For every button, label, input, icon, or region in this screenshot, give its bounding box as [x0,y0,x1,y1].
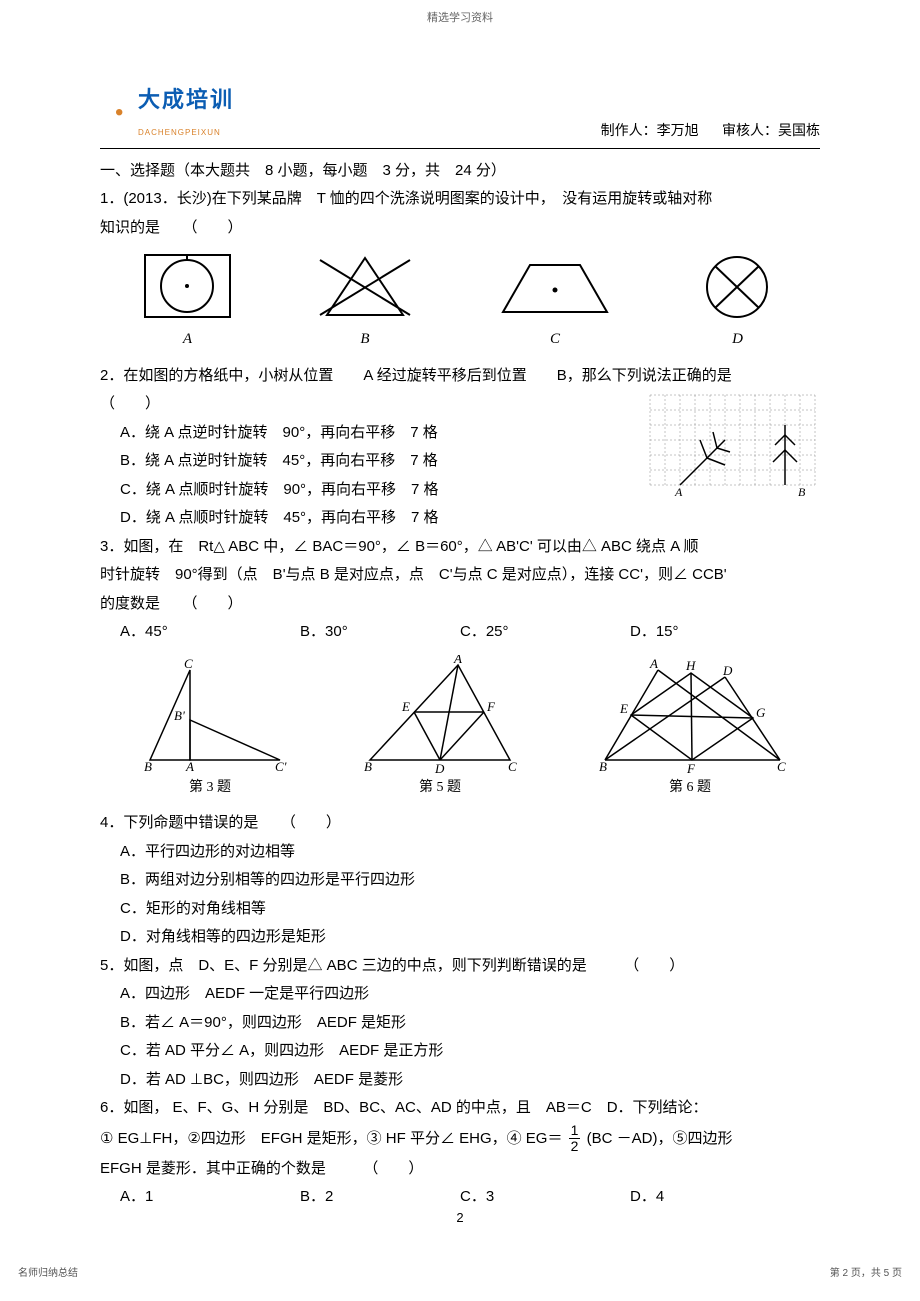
q3-line2: 时针旋转 90°得到（点 B'与点 B 是对应点，点 C'与点 C 是对应点），… [100,561,820,590]
q1-fig-a: A [140,250,235,354]
svg-text:A: A [185,759,194,774]
q6-opt-a: A．1 [120,1183,300,1212]
q5-opt-b: B．若∠ A＝90°，则四边形 AEDF 是矩形 [120,1009,820,1038]
doc-header: 精选学习资料 [0,0,920,29]
q3-opt-b: B．30° [300,618,460,647]
fig-5: B C A E F D 第 5 题 [350,655,530,802]
svg-text:D: D [722,663,733,678]
q1-line2: 知识的是 （ ） [100,214,820,243]
svg-text:E: E [401,699,410,714]
logo-icon [100,101,132,133]
q5-stem: 5．如图，点 D、E、F 分别是△ ABC 三边的中点，则下列判断错误的是 （ … [100,952,820,981]
q3-line3: 的度数是 （ ） [100,590,820,619]
q6-line2: ① EG⊥FH，②四边形 EFGH 是矩形，③ HF 平分∠ EHG，④ EG＝… [100,1123,820,1155]
q3-options: A．45° B．30° C．25° D．15° [100,618,820,647]
logo: 大成培训 DACHENGPEIXUN [100,89,234,146]
q6-line2a: ① EG⊥FH，②四边形 EFGH 是矩形，③ HF 平分∠ EHG，④ EG＝ [100,1130,562,1147]
title-row: 大成培训 DACHENGPEIXUN 制作人：李万旭 审核人：吴国栋 [100,89,820,149]
q4-stem: 4．下列命题中错误的是 （ ） [100,809,820,838]
q4-opt-b: B．两组对边分别相等的四边形是平行四边形 [120,866,820,895]
q3-opt-c: C．25° [460,618,630,647]
q6-opt-b: B．2 [300,1183,460,1212]
fraction-half: 12 [567,1123,583,1155]
svg-text:B: B [144,759,152,774]
svg-text:B: B [599,759,607,774]
q1-fig-d: D [695,250,780,354]
q1-label-b: B [315,325,415,354]
page-number: 2 [456,1206,463,1231]
q1-fig-c: C [495,250,615,354]
q1-fig-b: B [315,250,415,354]
q1-figures: A B C D [100,250,820,354]
svg-text:B: B [798,485,806,499]
svg-text:C': C' [275,759,287,774]
q1-line1: 1．(2013．长沙)在下列某品牌 T 恤的四个洗涤说明图案的设计中， 没有运用… [100,185,820,214]
q6-line1: 6．如图， E、F、G、H 分别是 BD、BC、AC、AD 的中点，且 AB＝C… [100,1094,820,1123]
svg-text:G: G [756,705,766,720]
fig-3: B A C' C B' 第 3 题 [130,655,290,802]
svg-text:C: C [777,759,786,774]
q1-label-c: C [495,325,615,354]
q4-opt-c: C．矩形的对角线相等 [120,895,820,924]
svg-text:F: F [486,699,496,714]
reviewer-label: 审核人： [722,122,778,138]
q6-opt-d: D．4 [630,1183,750,1212]
q4-opt-d: D．对角线相等的四边形是矩形 [120,923,820,952]
svg-text:F: F [686,761,696,775]
svg-text:B: B [364,759,372,774]
fig6-label: 第 6 题 [590,775,790,802]
q1-label-a: A [140,325,235,354]
svg-text:C: C [184,656,193,671]
footer-right: 第 2 页，共 5 页 [830,1264,902,1283]
fig-6: B C A D E F G H 第 6 题 [590,655,790,802]
fig5-label: 第 5 题 [350,775,530,802]
logo-subtext: DACHENGPEIXUN [138,128,221,137]
reviewer-name: 吴国栋 [778,122,820,138]
section-title: 一、选择题（本大题共 8 小题，每小题 3 分，共 24 分） [100,157,820,186]
q5-opt-a: A．四边形 AEDF 一定是平行四边形 [120,980,820,1009]
q2-opt-d: D．绕 A 点顺时针旋转 45°，再向右平移 7 格 [120,504,820,533]
q6-opt-c: C．3 [460,1183,630,1212]
svg-text:A: A [649,656,658,671]
svg-text:H: H [685,658,696,673]
svg-text:C: C [508,759,517,774]
q3-opt-d: D．15° [630,618,750,647]
q5-opt-c: C．若 AD 平分∠ A，则四边形 AEDF 是正方形 [120,1037,820,1066]
logo-text: 大成培训 [138,87,234,112]
q3-figures: B A C' C B' 第 3 题 B C A E [100,655,820,802]
author-name: 李万旭 [657,122,699,138]
fig3-label: 第 3 题 [130,775,290,802]
footer-left: 名师归纳总结 [18,1264,78,1283]
author-label: 制作人： [601,122,657,138]
q3-line1: 3．如图，在 Rt△ ABC 中，∠ BAC＝90°，∠ B＝60°，△ AB'… [100,533,820,562]
q2-figure: A B [645,390,820,500]
q5-opt-d: D．若 AD ⊥BC，则四边形 AEDF 是菱形 [120,1066,820,1095]
q6-line2b: (BC －AD)，⑤四边形 [587,1130,733,1147]
svg-text:B': B' [174,708,185,723]
q3-opt-a: A．45° [120,618,300,647]
page-content: 大成培训 DACHENGPEIXUN 制作人：李万旭 审核人：吴国栋 一、选择题… [0,29,920,1212]
svg-text:E: E [619,701,628,716]
q2-line1: 2．在如图的方格纸中，小树从位置 A 经过旋转平移后到位置 B，那么下列说法正确… [100,362,820,391]
q6-line3: EFGH 是菱形．其中正确的个数是 （ ） [100,1155,820,1184]
credits: 制作人：李万旭 审核人：吴国栋 [601,117,820,146]
q4-opt-a: A．平行四边形的对边相等 [120,838,820,867]
svg-text:D: D [434,761,445,775]
svg-text:A: A [453,655,462,666]
svg-text:A: A [674,485,683,499]
q1-label-d: D [695,325,780,354]
